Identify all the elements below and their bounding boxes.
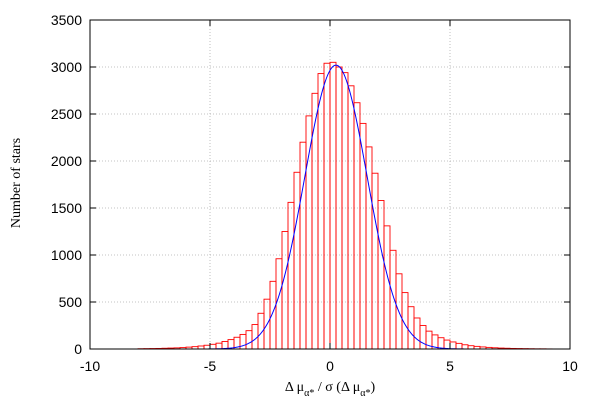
- histogram-bar: [305, 115, 313, 350]
- y-tick-label: 2500: [51, 106, 82, 122]
- histogram-bar: [215, 342, 223, 350]
- y-tick-label: 1000: [51, 247, 82, 263]
- y-tick-label: 1500: [51, 200, 82, 216]
- x-axis-label-pre: Δ μ: [285, 380, 304, 395]
- histogram-bars: [137, 61, 553, 350]
- histogram-bar: [287, 201, 295, 350]
- x-axis-label-post: ): [370, 380, 375, 395]
- y-axis-label: Number of stars: [9, 138, 24, 228]
- y-tick-labels: 0 500 1000 1500 2000 2500 3000 3500: [51, 12, 82, 357]
- histogram-bar: [353, 102, 361, 350]
- x-tick-label: 10: [562, 358, 578, 374]
- histogram-bar: [389, 249, 397, 350]
- histogram-bar: [413, 317, 421, 350]
- histogram-bar: [443, 339, 451, 350]
- x-tick-label: 0: [326, 358, 334, 374]
- y-tick-label: 2000: [51, 153, 82, 169]
- axis-ticks: [89, 19, 571, 350]
- histogram-bar: [455, 342, 463, 350]
- x-tick-label: -5: [204, 358, 217, 374]
- histogram-bar: [419, 325, 427, 350]
- y-tick-label: 3500: [51, 12, 82, 28]
- x-axis-label: Δ μα* / σ (Δ μα*): [285, 380, 376, 399]
- histogram-bar: [359, 122, 367, 350]
- histogram-bar: [293, 171, 301, 350]
- histogram-bar: [281, 231, 289, 350]
- histogram-bar: [407, 306, 415, 350]
- y-tick-label: 500: [59, 294, 83, 310]
- x-tick-label: 5: [446, 358, 454, 374]
- histogram-bar: [383, 225, 391, 350]
- x-axis-label-mid: / σ (Δ μ: [314, 380, 360, 395]
- histogram-bar: [377, 200, 385, 350]
- histogram-bar: [245, 330, 253, 350]
- histogram-bar: [347, 85, 355, 350]
- histogram-bar: [239, 333, 247, 350]
- histogram-bar: [329, 61, 337, 350]
- histogram-bar: [269, 280, 277, 350]
- histogram-bar: [461, 344, 469, 350]
- x-tick-label: -10: [80, 358, 100, 374]
- histogram-bar: [449, 341, 457, 350]
- x-axis-label-sub1: α*: [304, 388, 314, 399]
- histogram-bar: [209, 343, 217, 350]
- histogram-bar: [371, 172, 379, 350]
- histogram-bar: [317, 73, 325, 350]
- histogram-bar: [275, 258, 283, 350]
- x-axis-label-sub2: α*: [360, 388, 370, 399]
- x-tick-labels: -10 -5 0 5 10: [80, 358, 578, 374]
- y-tick-label: 0: [74, 341, 82, 357]
- histogram-bar: [323, 62, 331, 350]
- y-tick-label: 3000: [51, 59, 82, 75]
